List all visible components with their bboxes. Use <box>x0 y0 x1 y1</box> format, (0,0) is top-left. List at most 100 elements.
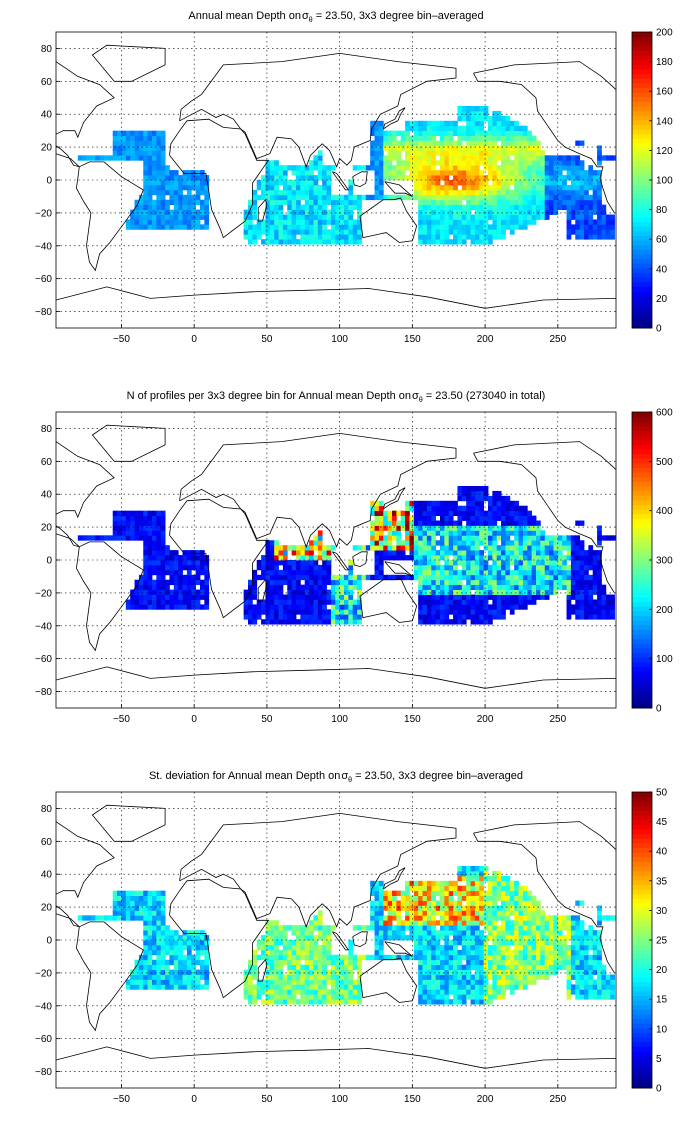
heatmap-cell <box>339 984 345 990</box>
heatmap-cell <box>461 155 467 161</box>
heatmap-cell <box>418 130 423 136</box>
heatmap-cell <box>501 209 506 215</box>
heatmap-cell <box>540 954 546 961</box>
heatmap-cell <box>182 560 188 566</box>
heatmap-cell <box>287 224 293 230</box>
heatmap-cell <box>309 935 314 941</box>
heatmap-cell <box>418 994 423 1000</box>
heatmap-cell <box>138 964 144 970</box>
heatmap-cell <box>527 199 533 206</box>
heatmap-cell <box>435 594 441 600</box>
heatmap-cell <box>152 135 157 141</box>
heatmap-cell <box>178 959 183 966</box>
heatmap-cell <box>117 135 122 141</box>
colorbar-tick-label: 100 <box>656 176 673 187</box>
heatmap-cell <box>553 204 559 210</box>
heatmap-cell <box>431 214 437 220</box>
heatmap-cell <box>426 510 432 516</box>
heatmap-cell <box>501 525 506 531</box>
heatmap-cell <box>579 940 585 946</box>
heatmap-cell <box>566 969 572 975</box>
heatmap-cell <box>400 920 406 926</box>
heatmap-cell <box>566 979 572 985</box>
gridlines <box>56 412 616 708</box>
heatmap-cell <box>282 555 288 561</box>
heatmap-cell <box>570 574 576 581</box>
heatmap-cell <box>509 574 515 581</box>
heatmap-cell <box>527 935 533 941</box>
heatmap-cell <box>566 944 572 951</box>
heatmap-cell <box>431 890 437 896</box>
heatmap-cell <box>466 106 471 112</box>
heatmap-cell <box>426 120 432 127</box>
heatmap-cell <box>566 589 572 595</box>
heatmap-cell <box>326 599 332 605</box>
heatmap-cell <box>418 135 423 141</box>
heatmap-cell <box>252 969 258 975</box>
heatmap-cell <box>488 880 493 887</box>
heatmap-cell <box>601 229 607 235</box>
heatmap-cell <box>549 209 554 215</box>
heatmap-cell <box>265 234 271 240</box>
heatmap-cell <box>474 564 480 571</box>
heatmap-cell <box>296 165 301 171</box>
heatmap-cell <box>514 555 519 561</box>
heatmap-cell <box>562 564 567 571</box>
heatmap-cell <box>505 505 511 512</box>
x-tick-label: −50 <box>113 334 130 345</box>
heatmap-cell <box>383 160 389 166</box>
heatmap-cell <box>470 925 476 931</box>
heatmap-cell <box>121 520 127 526</box>
heatmap-cell <box>339 229 345 235</box>
heatmap-cell <box>531 545 537 551</box>
heatmap-cell <box>505 160 511 166</box>
heatmap-cell <box>562 964 567 970</box>
heatmap-cell <box>431 510 437 516</box>
heatmap-cell <box>496 880 502 887</box>
heatmap-cell <box>156 525 162 531</box>
heatmap-cell <box>322 175 327 181</box>
heatmap-cell <box>496 550 502 556</box>
heatmap-cell <box>256 994 262 1000</box>
heatmap-cell <box>313 604 319 610</box>
heatmap-cell <box>492 520 498 526</box>
heatmap-cell <box>413 184 419 191</box>
heatmap-cell <box>400 930 406 936</box>
heatmap-cell <box>291 194 297 201</box>
heatmap-cell <box>204 180 210 186</box>
heatmap-cell <box>570 584 576 590</box>
heatmap-cell <box>466 974 471 980</box>
heatmap-cell <box>431 145 437 151</box>
heatmap-cell <box>522 550 528 556</box>
heatmap-cell <box>252 584 258 590</box>
heatmap-cell <box>256 180 262 186</box>
heatmap-cell <box>483 180 489 186</box>
heatmap-cell <box>522 515 528 521</box>
heatmap-cell <box>483 920 489 926</box>
heatmap-cell <box>165 940 170 946</box>
heatmap-cell <box>134 510 140 516</box>
heatmap-cell <box>405 890 410 896</box>
heatmap-cell <box>479 579 485 586</box>
heatmap-cell <box>440 229 445 235</box>
heatmap-cell <box>344 194 349 201</box>
heatmap-cell <box>501 959 506 966</box>
heatmap-cell <box>248 594 253 600</box>
heatmap-cell <box>440 984 445 990</box>
heatmap-cell <box>470 930 476 936</box>
heatmap-cell <box>448 505 454 512</box>
heatmap-cell <box>557 925 563 931</box>
heatmap-cell <box>466 184 471 191</box>
colorbar-tick-label: 0 <box>656 324 662 335</box>
heatmap-cell <box>509 579 515 586</box>
heatmap-cell <box>426 974 432 980</box>
heatmap-cell <box>527 535 533 541</box>
heatmap-cell <box>488 584 493 590</box>
heatmap-cell <box>549 579 554 586</box>
heatmap-cell <box>488 949 493 956</box>
heatmap-cell <box>160 540 166 546</box>
heatmap-cell <box>531 540 537 546</box>
heatmap-cell <box>387 510 393 516</box>
heatmap-cell <box>531 949 537 956</box>
heatmap-cell <box>169 175 175 181</box>
